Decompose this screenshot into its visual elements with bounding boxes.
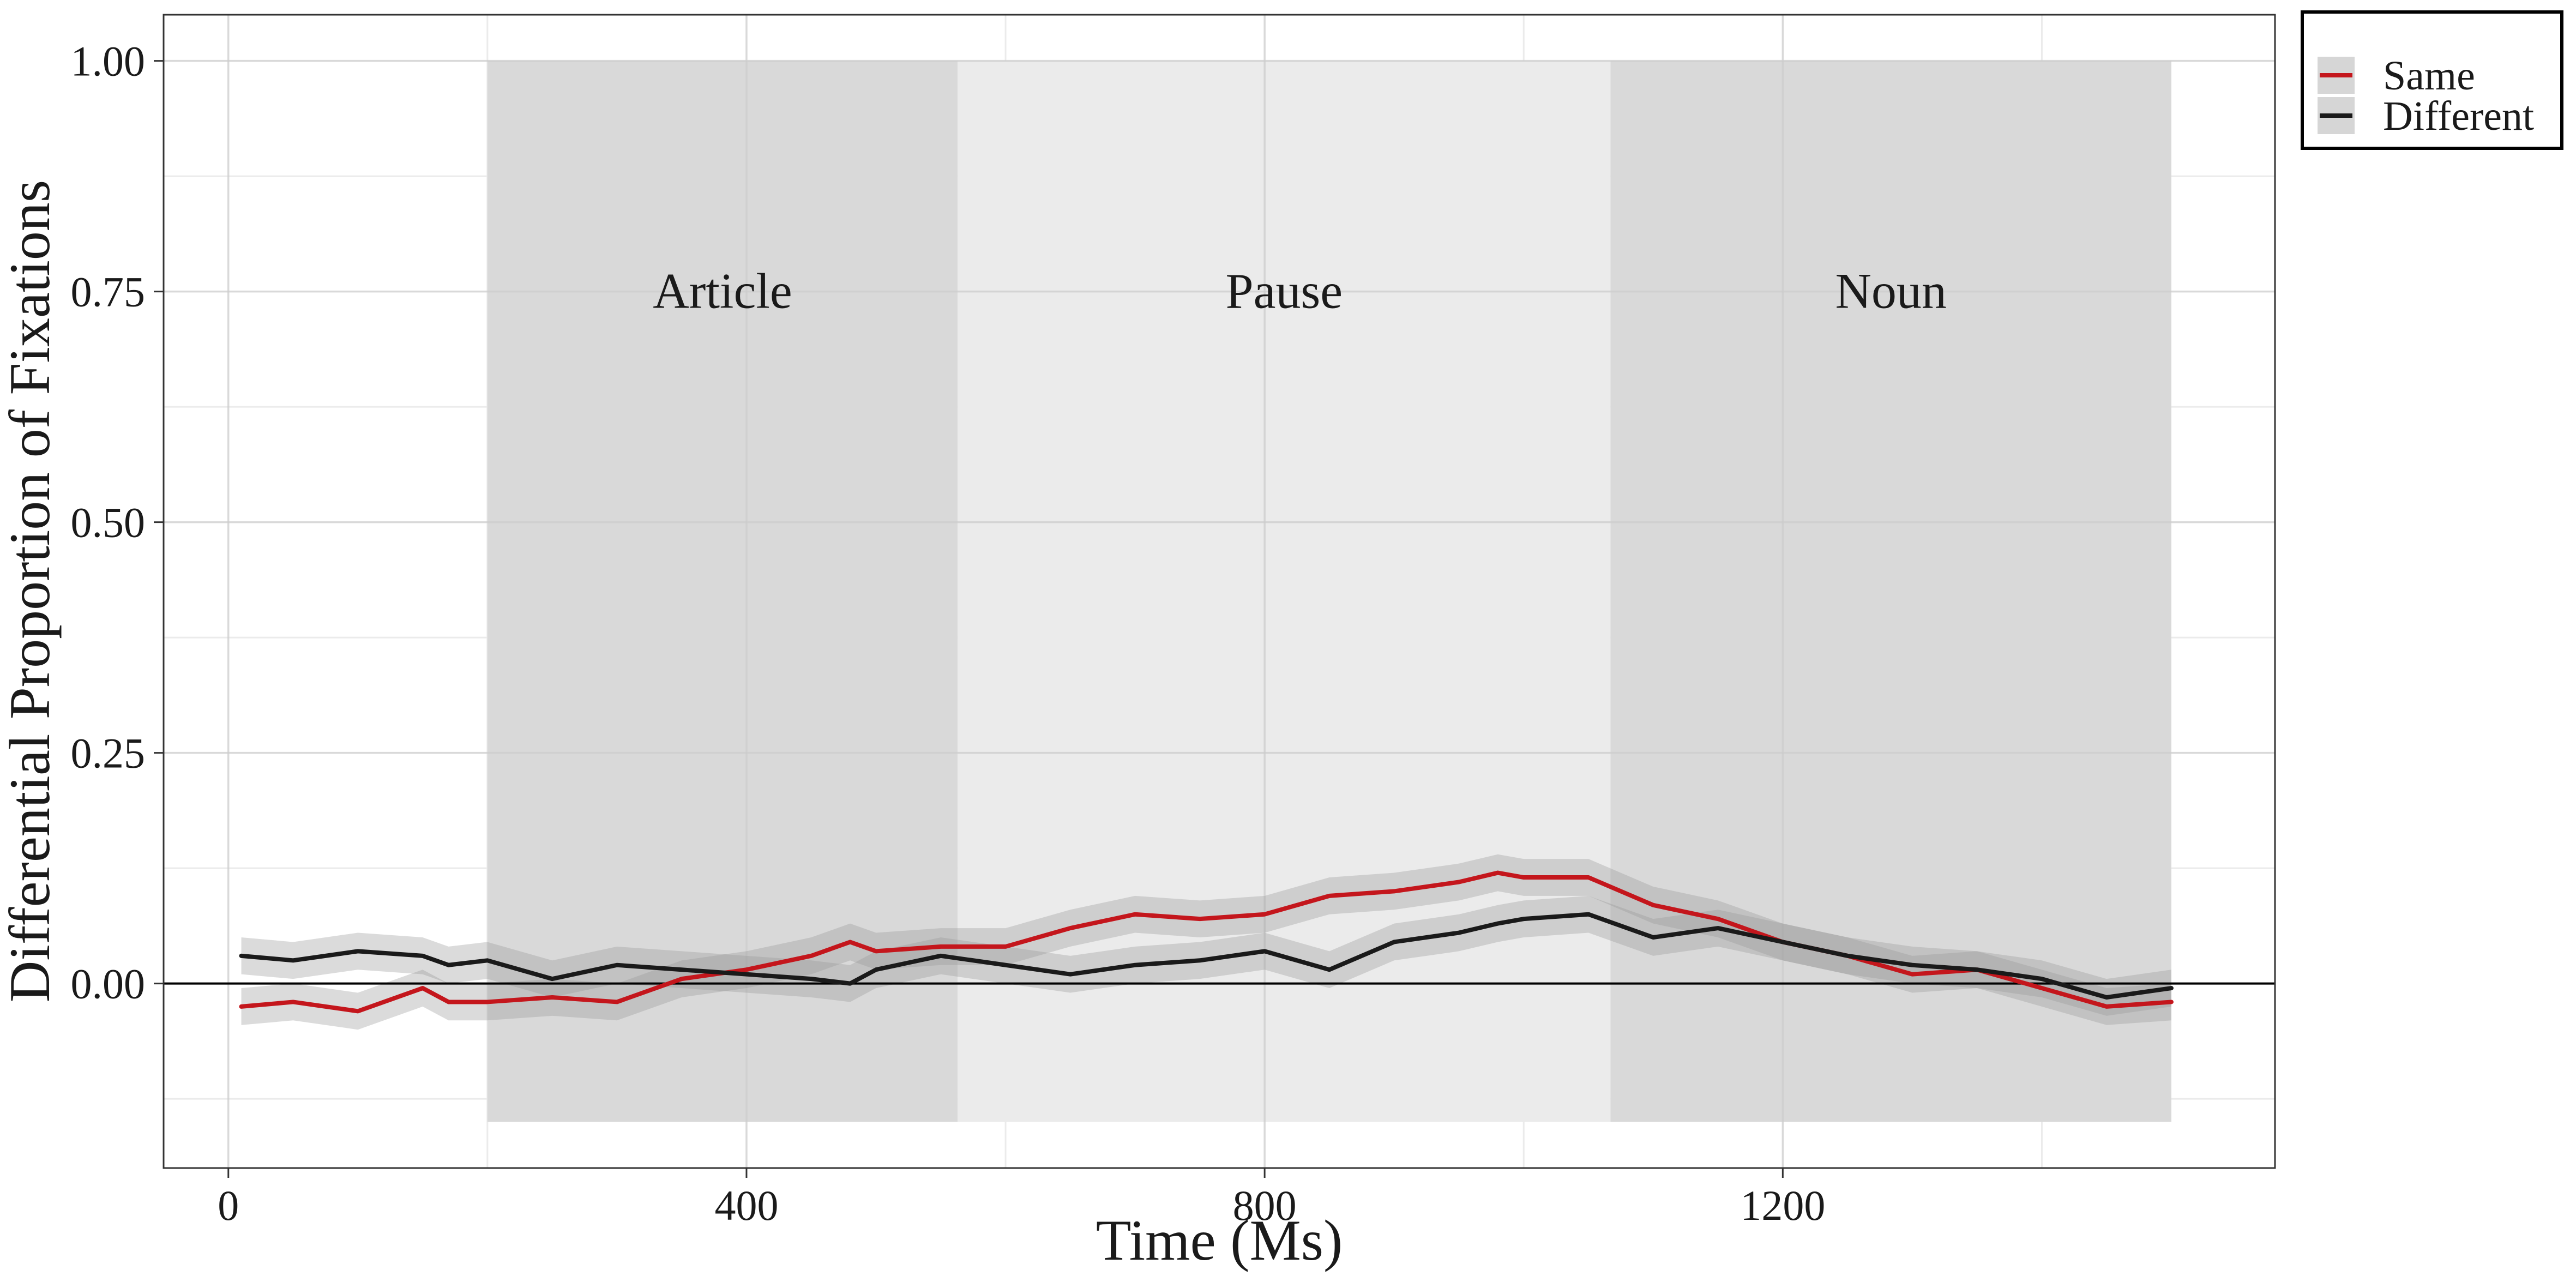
x-tick-label: 1200 (1740, 1182, 1825, 1229)
region-article (487, 61, 958, 1122)
x-tick-label: 400 (714, 1182, 778, 1229)
series-line-different (239, 912, 2174, 1000)
y-tick-label: 0.75 (71, 268, 146, 316)
legend-label-different: Different (2383, 93, 2534, 139)
panel-border (162, 14, 2276, 1169)
region-shading (487, 61, 2171, 1122)
y-tick-label: 0.00 (71, 960, 146, 1008)
x-axis-title: Time (Ms) (1096, 1208, 1343, 1272)
region-label-article: Article (653, 263, 792, 319)
region-label-noun: Noun (1835, 263, 1946, 319)
y-tick-label: 0.50 (71, 499, 146, 546)
y-tick-label: 0.25 (71, 730, 146, 777)
region-label-pause: Pause (1225, 263, 1343, 319)
ribbon-same (241, 854, 2171, 1030)
y-axis-title: Differential Proportion of Fixations (0, 180, 62, 1002)
legend-frame (2301, 10, 2563, 150)
x-tick-label: 0 (218, 1182, 239, 1229)
region-pause (958, 61, 1611, 1122)
region-labels: Article Pause Noun (653, 263, 1947, 319)
x-axis-ticks: 0 400 800 1200 (218, 1168, 1825, 1229)
legend-label-same: Same (2383, 53, 2475, 99)
x-tick-label: 800 (1233, 1182, 1297, 1229)
series-lines (239, 870, 2174, 1014)
y-tick-label: 1.00 (71, 38, 146, 85)
confidence-ribbons (241, 854, 2171, 1030)
y-axis-ticks: 0.00 0.25 0.50 0.75 1.00 (71, 38, 164, 1008)
region-noun (1610, 61, 2171, 1122)
ribbon-different (241, 895, 2171, 1016)
